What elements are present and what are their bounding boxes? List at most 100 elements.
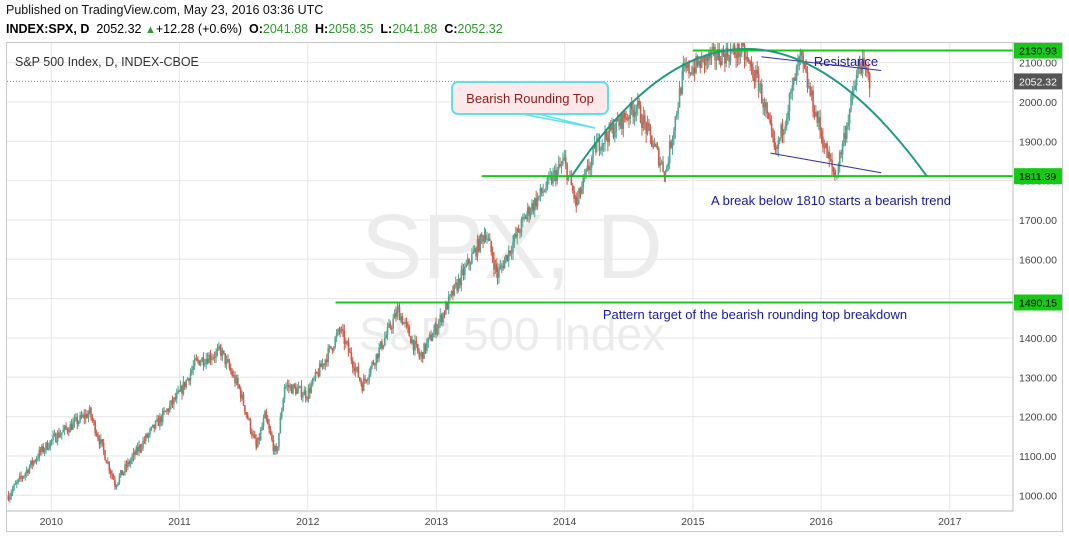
candle-body <box>23 476 25 478</box>
candle-body <box>436 328 439 335</box>
channel-line <box>761 56 882 72</box>
candle-body <box>91 417 94 421</box>
candle-body <box>258 437 261 440</box>
candle-body <box>395 312 397 317</box>
candle-body <box>205 358 208 364</box>
candle-body <box>107 462 109 464</box>
candle-body <box>742 41 744 46</box>
price-label-text: 1490.15 <box>1019 298 1057 310</box>
candle-body <box>586 165 589 170</box>
candle-body <box>517 228 520 233</box>
candle-body <box>185 380 188 388</box>
candle-body <box>208 354 210 364</box>
candle-body <box>435 323 437 335</box>
x-tick-label: 2011 <box>168 516 191 528</box>
candle-body <box>189 373 192 382</box>
candle-body <box>290 385 293 394</box>
candle-body <box>181 386 183 394</box>
candle-body <box>636 100 639 108</box>
candle-body <box>850 96 852 111</box>
candle-body <box>675 113 678 117</box>
candle-body <box>602 143 605 145</box>
candle-body <box>304 390 307 399</box>
candle-body <box>469 263 472 265</box>
candle-body <box>374 364 376 366</box>
candle-body <box>231 371 234 377</box>
candle-body <box>595 141 598 153</box>
candle-body <box>385 335 387 339</box>
candle-body <box>175 393 178 400</box>
candle-body <box>16 482 18 484</box>
candle-body <box>649 126 652 136</box>
callout-box[interactable] <box>451 81 609 115</box>
candle-body <box>550 175 553 184</box>
candle-body <box>146 434 149 438</box>
candle-body <box>433 330 435 338</box>
callout-text: Bearish Rounding Top <box>466 91 594 106</box>
callout-pointer <box>521 113 596 129</box>
candle-body <box>397 306 399 309</box>
candle-body <box>639 105 642 123</box>
candle-body <box>753 78 756 82</box>
candle-body <box>542 191 545 193</box>
candle-body <box>754 70 757 82</box>
chart-panel[interactable]: SPX, D S&P 500 Index Bearish Rounding Top… <box>6 33 1063 532</box>
candle-body <box>459 278 461 286</box>
candle-body <box>128 461 131 465</box>
candle-body <box>645 122 647 134</box>
candle-body <box>84 413 87 419</box>
candle-body <box>69 423 72 433</box>
candle-body <box>711 47 714 52</box>
candle-body <box>152 424 154 427</box>
candle-body <box>592 147 594 158</box>
candle-body <box>618 121 620 126</box>
candle-body <box>228 361 231 369</box>
candle-body <box>765 102 767 111</box>
candle-body <box>719 60 722 66</box>
candle-body <box>262 418 265 427</box>
candle-body <box>763 102 766 108</box>
candle-body <box>431 337 434 341</box>
candle-body <box>163 410 165 412</box>
candle-body <box>790 90 792 94</box>
candle-body <box>759 84 762 86</box>
candle-body <box>193 359 196 367</box>
candle-body <box>278 433 280 448</box>
candle-body <box>783 129 785 136</box>
candle-body <box>204 363 206 366</box>
candle-body <box>186 378 189 381</box>
candle-body <box>334 337 336 348</box>
candle-body <box>343 330 346 345</box>
price-label-text: 1811.39 <box>1019 171 1056 183</box>
candle-body <box>505 254 507 260</box>
chart-svg[interactable]: SPX, DS&P 500 Index Bearish Rounding Top… <box>7 33 1063 531</box>
candle-body <box>423 343 425 359</box>
candle-body <box>351 360 354 368</box>
y-tick-label: 1700.00 <box>1019 215 1057 227</box>
candle-body <box>156 418 158 422</box>
candle-body <box>479 234 482 252</box>
candle-body <box>496 271 499 278</box>
candle-body <box>100 439 102 445</box>
candle-body <box>354 367 357 372</box>
candle-body <box>271 434 273 440</box>
candle-body <box>705 56 707 66</box>
candle-body <box>866 69 868 71</box>
candle-body <box>323 363 325 366</box>
x-tick-label: 2016 <box>809 516 833 528</box>
candle-body <box>758 85 760 92</box>
candle-body <box>510 252 513 254</box>
candle-body <box>788 93 791 112</box>
candle-body <box>368 374 371 380</box>
candle-body <box>815 112 817 117</box>
candle-body <box>282 399 284 411</box>
candle-body <box>483 235 486 242</box>
candle-body <box>396 308 399 317</box>
candle-body <box>320 363 322 368</box>
candle-body <box>211 358 213 361</box>
candle-body <box>663 171 666 177</box>
candle-body <box>17 478 20 483</box>
candle-body <box>616 118 619 122</box>
candle-body <box>803 63 806 68</box>
candle-body <box>575 196 578 205</box>
